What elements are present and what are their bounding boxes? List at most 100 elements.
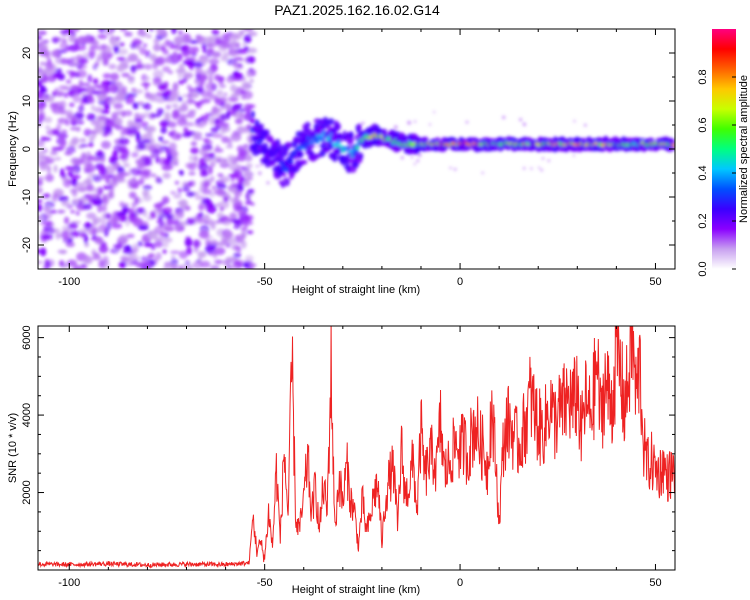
spectrogram-track-halo xyxy=(346,144,351,152)
spectrogram-stray-dot xyxy=(337,154,341,157)
spectrogram-speckle xyxy=(86,212,97,220)
spectrogram-speckle xyxy=(56,109,66,114)
spectrogram-speckle xyxy=(160,140,170,144)
spectrogram-speckle xyxy=(172,82,179,92)
spectrogram-speckle xyxy=(187,110,196,119)
spectrogram-speckle xyxy=(198,203,204,211)
spectrogram-speckle xyxy=(94,217,106,222)
spectrogram-speckle xyxy=(206,204,217,214)
spectrogram-speckle xyxy=(86,194,94,202)
spectrogram-speckle xyxy=(222,126,231,133)
spectrogram-speckle xyxy=(165,104,171,110)
spectrogram-speckle xyxy=(237,63,243,67)
spectrogram-speckle xyxy=(154,240,163,248)
spectrogram-speckle xyxy=(205,69,212,75)
spectrogram-speckle xyxy=(79,143,89,148)
spectrogram-speckle xyxy=(208,94,218,100)
spectrogram-speckle xyxy=(220,57,228,62)
spectrogram-speckle xyxy=(230,104,240,113)
spectrogram-track-core xyxy=(354,146,360,150)
colorbar-label: Normalized spectral amplitude xyxy=(738,75,750,223)
spectrogram-speckle xyxy=(76,45,87,51)
spectrogram-speckle xyxy=(168,121,177,128)
spectrogram-speckle xyxy=(38,178,43,187)
spectrogram-speckle xyxy=(60,58,69,65)
spectrogram-speckle xyxy=(90,40,100,46)
spectrogram-speckle xyxy=(187,92,193,102)
spectrogram-speckle xyxy=(158,136,164,142)
spectrogram-speckle xyxy=(178,29,183,36)
spectrogram-speckle xyxy=(88,47,96,57)
spectrogram-speckle xyxy=(63,92,68,99)
spectrogram-speckle xyxy=(127,77,135,84)
spectrogram-speckle xyxy=(243,29,254,32)
spectrogram-speckle xyxy=(185,130,196,135)
spectrogram-stray-dot xyxy=(316,145,319,148)
spectrogram-speckle xyxy=(109,84,116,93)
spectrogram-speckle xyxy=(40,221,51,226)
spectrogram-track-core xyxy=(315,140,320,144)
spectrogram-speckle xyxy=(220,41,231,49)
spectrogram-speckle xyxy=(177,187,182,195)
spectrogram-speckle xyxy=(106,80,116,86)
spectrogram-stray-dot xyxy=(519,118,523,122)
spectrogram-track-core xyxy=(334,142,339,146)
spectrogram-track-halo xyxy=(354,148,359,157)
spectrogram-speckle xyxy=(242,263,250,268)
spectrogram-speckle xyxy=(38,139,45,148)
spectrogram-track-halo xyxy=(334,122,342,131)
spectrogram-speckle xyxy=(223,230,234,239)
spectrogram-speckle xyxy=(92,200,100,205)
spectrogram-speckle xyxy=(197,121,206,128)
spectrogram-speckle xyxy=(216,241,227,247)
spectrogram-speckle xyxy=(80,98,85,107)
spectrogram-track-core xyxy=(338,144,343,148)
spectrogram-speckle xyxy=(161,242,169,248)
spectrogram-speckle xyxy=(38,150,46,159)
spectrogram-speckle xyxy=(44,50,50,58)
spectrogram-stray-dot xyxy=(325,143,329,147)
spectrogram-speckle xyxy=(95,228,103,233)
spectrogram-speckle xyxy=(92,174,103,182)
spectrogram-speckle xyxy=(55,91,65,97)
spectrogram-track-core xyxy=(269,155,275,159)
spectrogram-speckle xyxy=(156,108,164,116)
colorbar-tick-label: 0.8 xyxy=(697,69,709,84)
spectrogram-speckle xyxy=(131,201,136,209)
spectrogram-speckle xyxy=(155,155,160,164)
spectrogram-speckle xyxy=(233,57,243,61)
spectrogram-speckle xyxy=(82,264,88,269)
spectrogram-stray-dot xyxy=(481,171,484,175)
spectrogram-speckle xyxy=(120,148,130,157)
spectrogram-speckle xyxy=(211,185,216,190)
spectrogram-speckle xyxy=(173,194,182,199)
spectrogram-speckle xyxy=(162,49,169,55)
spectrogram-speckle xyxy=(207,252,218,256)
spectrogram-speckle xyxy=(223,102,232,108)
spectrogram-speckle xyxy=(150,173,157,178)
spectrogram-speckle xyxy=(120,256,128,262)
y-tick-label: 10 xyxy=(21,95,33,107)
spectrogram-speckle xyxy=(155,252,162,261)
x-tick-label: 50 xyxy=(649,276,661,288)
spectrogram-track-halo xyxy=(278,155,285,163)
spectrogram-speckle xyxy=(243,34,252,44)
y-tick-label: 20 xyxy=(21,47,33,59)
spectrogram-speckle xyxy=(169,250,181,254)
spectrogram-stray-dot xyxy=(538,166,541,169)
spectrogram-speckle xyxy=(182,45,193,51)
snr-x-axis-label: Height of straight line (km) xyxy=(292,584,420,596)
spectrogram-speckle xyxy=(194,101,202,106)
spectrogram-stray-dot xyxy=(407,120,412,125)
spectrogram-speckle xyxy=(226,154,235,164)
spectrogram-track-halo xyxy=(323,147,331,153)
spectrogram-speckle xyxy=(113,144,123,153)
spectrogram-speckle xyxy=(186,191,195,197)
x-tick-label: -100 xyxy=(58,276,80,288)
spectrogram-speckle xyxy=(209,116,216,126)
spectrogram-speckle xyxy=(119,29,128,32)
spectrogram-speckle xyxy=(191,46,200,54)
spectrogram-speckle xyxy=(130,167,142,176)
spectrogram-speckle xyxy=(175,132,182,137)
spectrogram-speckle xyxy=(130,42,137,50)
